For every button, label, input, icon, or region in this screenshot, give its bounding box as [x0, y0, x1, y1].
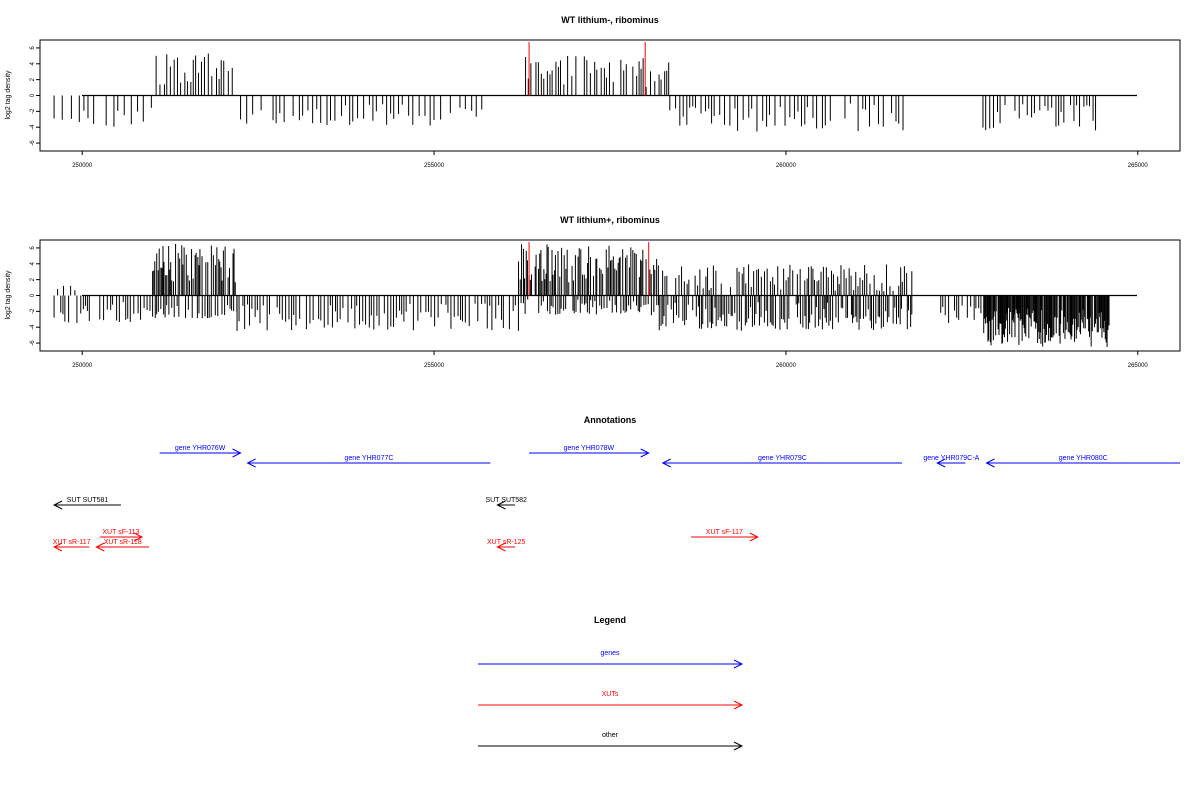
y-tick-label: 6	[30, 246, 36, 250]
legend-label: XUTs	[602, 691, 619, 698]
x-tick-label: 260000	[776, 363, 797, 369]
legend-arrow-head	[733, 659, 744, 669]
feature-arrow-head	[246, 458, 256, 468]
plot-frame	[39, 239, 1181, 352]
feature-sut-sut582: SUT SUT582	[485, 497, 527, 510]
legend-entry-other: other	[478, 732, 744, 751]
feature-label: SUT SUT581	[67, 497, 109, 504]
x-tick-label: 250000	[72, 163, 93, 169]
feature-label: XUT sF-117	[706, 529, 743, 536]
feature-arrow-head	[133, 532, 144, 542]
feature-arrow-head	[640, 448, 650, 458]
y-tick-label: 6	[30, 46, 36, 50]
x-tick-label: 265000	[1128, 363, 1149, 369]
feature-xut-sf-113: XUT sF-113	[99, 529, 144, 542]
legend-arrow-head	[733, 700, 744, 710]
panel-title: WT lithium+, ribominus	[560, 215, 660, 225]
markers-group	[528, 242, 650, 296]
feature-label: gene YHR078W	[564, 445, 615, 452]
y-tick-label: 2	[30, 77, 36, 81]
feature-arrow-head	[52, 542, 63, 552]
y-axis-label: log2 tag density	[5, 270, 12, 320]
panel-title: WT lithium-, ribominus	[561, 15, 659, 25]
feature-label: XUT sF-113	[102, 529, 139, 536]
feature-gene-yhr077c: gene YHR077C	[246, 455, 491, 468]
x-tick-label: 260000	[776, 163, 797, 169]
feature-label: gene YHR076W	[175, 445, 226, 452]
feature-gene-yhr080c: gene YHR080C	[985, 455, 1180, 468]
feature-arrow-head	[496, 500, 506, 510]
feature-sut-sut581: SUT SUT581	[52, 497, 121, 510]
feature-label: gene YHR079C-A	[923, 455, 979, 462]
axis-ticks: -6 -4 -2 0 2 4 6 250000 255000 260000 265000	[30, 46, 1148, 169]
legend-entries: genes XUTs other	[478, 650, 744, 751]
panel-wt-lithium-minus: WT lithium-, ribominus log2 tag density …	[5, 15, 1181, 169]
feature-arrow-head	[936, 458, 946, 468]
x-tick-label: 265000	[1128, 163, 1149, 169]
feature-arrow-head	[985, 458, 995, 468]
feature-label: SUT SUT582	[485, 497, 527, 504]
annotations-title: Annotations	[584, 415, 637, 425]
legend-title: Legend	[594, 615, 626, 625]
y-tick-label: 4	[30, 61, 36, 65]
legend-entry-XUTs: XUTs	[478, 691, 744, 710]
markers-group	[528, 42, 646, 96]
feature-arrow-head	[52, 500, 63, 510]
feature-xut-sr-125: XUT sR-125	[487, 539, 525, 552]
plot-frame	[39, 39, 1181, 152]
bars-group	[53, 244, 1137, 347]
y-axis-label: log2 tag density	[5, 70, 12, 120]
legend-panel: Legend genes XUTs other	[478, 615, 744, 751]
x-tick-label: 250000	[72, 363, 93, 369]
y-tick-label: 0	[30, 93, 36, 97]
y-tick-label: -2	[30, 308, 36, 314]
y-tick-label: -2	[30, 108, 36, 114]
y-tick-label: -4	[30, 124, 36, 130]
x-tick-label: 255000	[424, 163, 445, 169]
feature-label: XUT sR-118	[104, 539, 142, 546]
feature-label: gene YHR077C	[345, 455, 394, 462]
feature-label: gene YHR080C	[1059, 455, 1108, 462]
feature-gene-yhr076w: gene YHR076W	[159, 445, 242, 458]
y-tick-label: -6	[30, 340, 36, 346]
panel-wt-lithium-plus: WT lithium+, ribominus log2 tag density …	[5, 215, 1181, 369]
feature-arrow-head	[661, 458, 672, 468]
legend-entry-genes: genes	[478, 650, 744, 669]
feature-xut-sr-117: XUT sR-117	[52, 539, 91, 552]
feature-arrow-head	[95, 542, 105, 552]
feature-arrow-head	[749, 532, 759, 542]
feature-xut-sf-117: XUT sF-117	[690, 529, 759, 542]
feature-gene-yhr079c: gene YHR079C	[661, 455, 903, 468]
feature-gene-yhr079c-a: gene YHR079C-A	[923, 455, 980, 468]
feature-label: XUT sR-125	[487, 539, 525, 546]
bars-group	[53, 53, 1137, 132]
feature-arrow-head	[232, 448, 242, 458]
feature-label: XUT sR-117	[53, 539, 91, 546]
axis-ticks: -6 -4 -2 0 2 4 6 250000 255000 260000 265000	[30, 246, 1148, 369]
feature-label: gene YHR079C	[758, 455, 807, 462]
y-tick-label: 0	[30, 293, 36, 297]
legend-label: genes	[600, 650, 620, 657]
features-group: gene YHR076W gene YHR077C gene YHR078W gene…	[52, 445, 1180, 552]
legend-arrow-head	[733, 741, 744, 751]
x-tick-label: 255000	[424, 363, 445, 369]
legend-label: other	[602, 732, 619, 739]
y-tick-label: 2	[30, 277, 36, 281]
y-tick-label: 4	[30, 261, 36, 265]
feature-gene-yhr078w: gene YHR078W	[529, 445, 650, 458]
y-tick-label: -4	[30, 324, 36, 330]
feature-arrow-head	[496, 542, 506, 552]
y-tick-label: -6	[30, 140, 36, 146]
feature-xut-sr-118: XUT sR-118	[95, 539, 150, 552]
